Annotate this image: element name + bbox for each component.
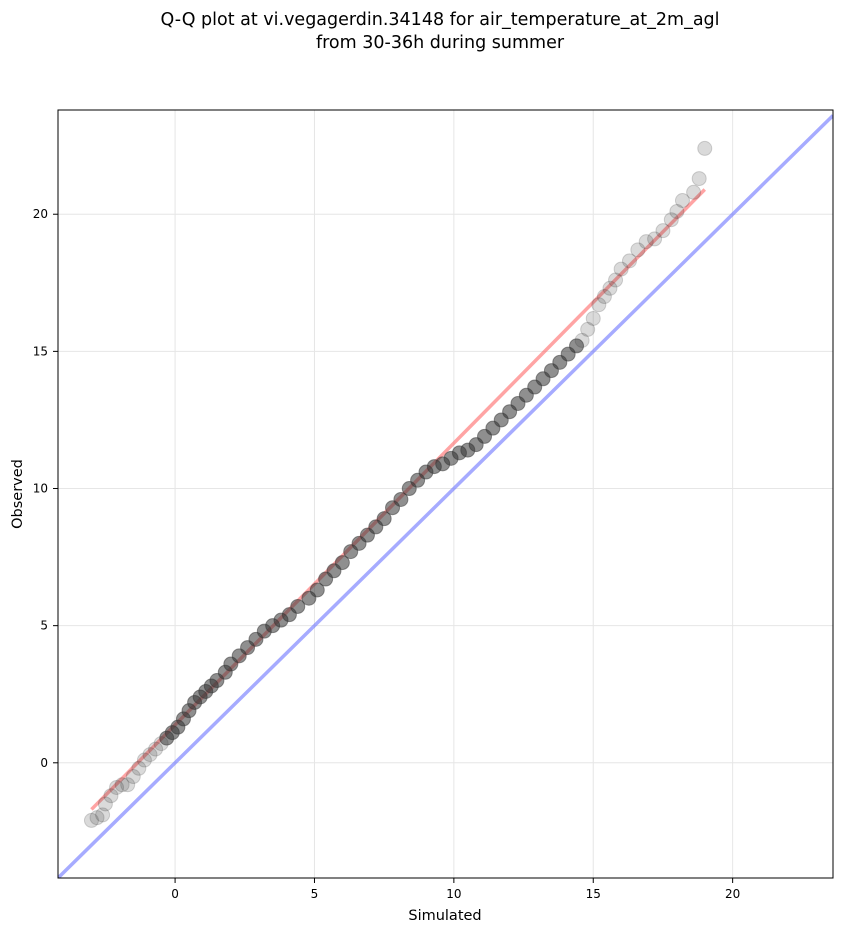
data-point — [585, 310, 601, 326]
data-point — [95, 807, 111, 823]
identity-line-layer — [58, 114, 833, 878]
data-point — [574, 332, 590, 348]
data-point — [142, 747, 158, 763]
data-point — [103, 788, 119, 804]
title-line-2: from 30-36h during summer — [316, 33, 565, 53]
x-tick-label: 15 — [586, 887, 601, 901]
data-point — [136, 752, 152, 768]
data-point — [290, 598, 306, 614]
data-point — [638, 234, 654, 250]
data-point — [89, 810, 105, 826]
data-point — [97, 796, 113, 812]
data-point — [334, 555, 350, 571]
data-point — [655, 223, 671, 239]
data-point — [596, 289, 612, 305]
plot-frame — [57, 109, 834, 879]
x-tick-label: 0 — [171, 887, 179, 901]
x-tick-label: 20 — [725, 887, 740, 901]
x-axis-ticks: 0 5 10 15 20 — [171, 878, 740, 901]
data-point — [663, 212, 679, 228]
quantile-points — [83, 140, 713, 828]
data-point — [613, 261, 629, 277]
x-tick-label: 10 — [446, 887, 461, 901]
data-point — [109, 779, 125, 795]
y-tick-label: 15 — [33, 344, 48, 358]
data-point — [376, 511, 392, 527]
data-point — [630, 242, 646, 258]
data-point — [621, 253, 637, 269]
data-point — [148, 741, 164, 757]
data-point — [697, 140, 713, 156]
data-point — [569, 338, 585, 354]
y-axis-ticks: 0 5 10 15 20 — [33, 207, 58, 770]
data-point — [608, 272, 624, 288]
title-line-1: Q-Q plot at vi.vegagerdin.34148 for air_… — [160, 10, 719, 30]
data-point — [131, 760, 147, 776]
data-point — [125, 769, 141, 785]
x-axis-label: Simulated — [408, 908, 481, 924]
data-point — [686, 184, 702, 200]
data-point — [114, 777, 130, 793]
data-point — [691, 171, 707, 187]
data-point — [674, 193, 690, 209]
chart-title: Q-Q plot at vi.vegagerdin.34148 for air_… — [160, 10, 719, 53]
grid-lines — [58, 110, 833, 878]
y-tick-label: 5 — [40, 619, 48, 633]
x-tick-label: 5 — [311, 887, 319, 901]
data-point — [580, 321, 596, 337]
data-point — [591, 297, 607, 313]
y-axis-label: Observed — [10, 459, 26, 529]
data-point — [120, 777, 136, 793]
data-point — [602, 280, 618, 296]
identity-line — [58, 114, 833, 878]
data-point — [309, 582, 325, 598]
y-tick-label: 10 — [33, 482, 48, 496]
data-point — [393, 491, 409, 507]
y-tick-label: 20 — [33, 207, 48, 221]
data-point — [647, 231, 663, 247]
data-point — [83, 812, 99, 828]
y-tick-label: 0 — [40, 756, 48, 770]
data-point — [669, 203, 685, 219]
